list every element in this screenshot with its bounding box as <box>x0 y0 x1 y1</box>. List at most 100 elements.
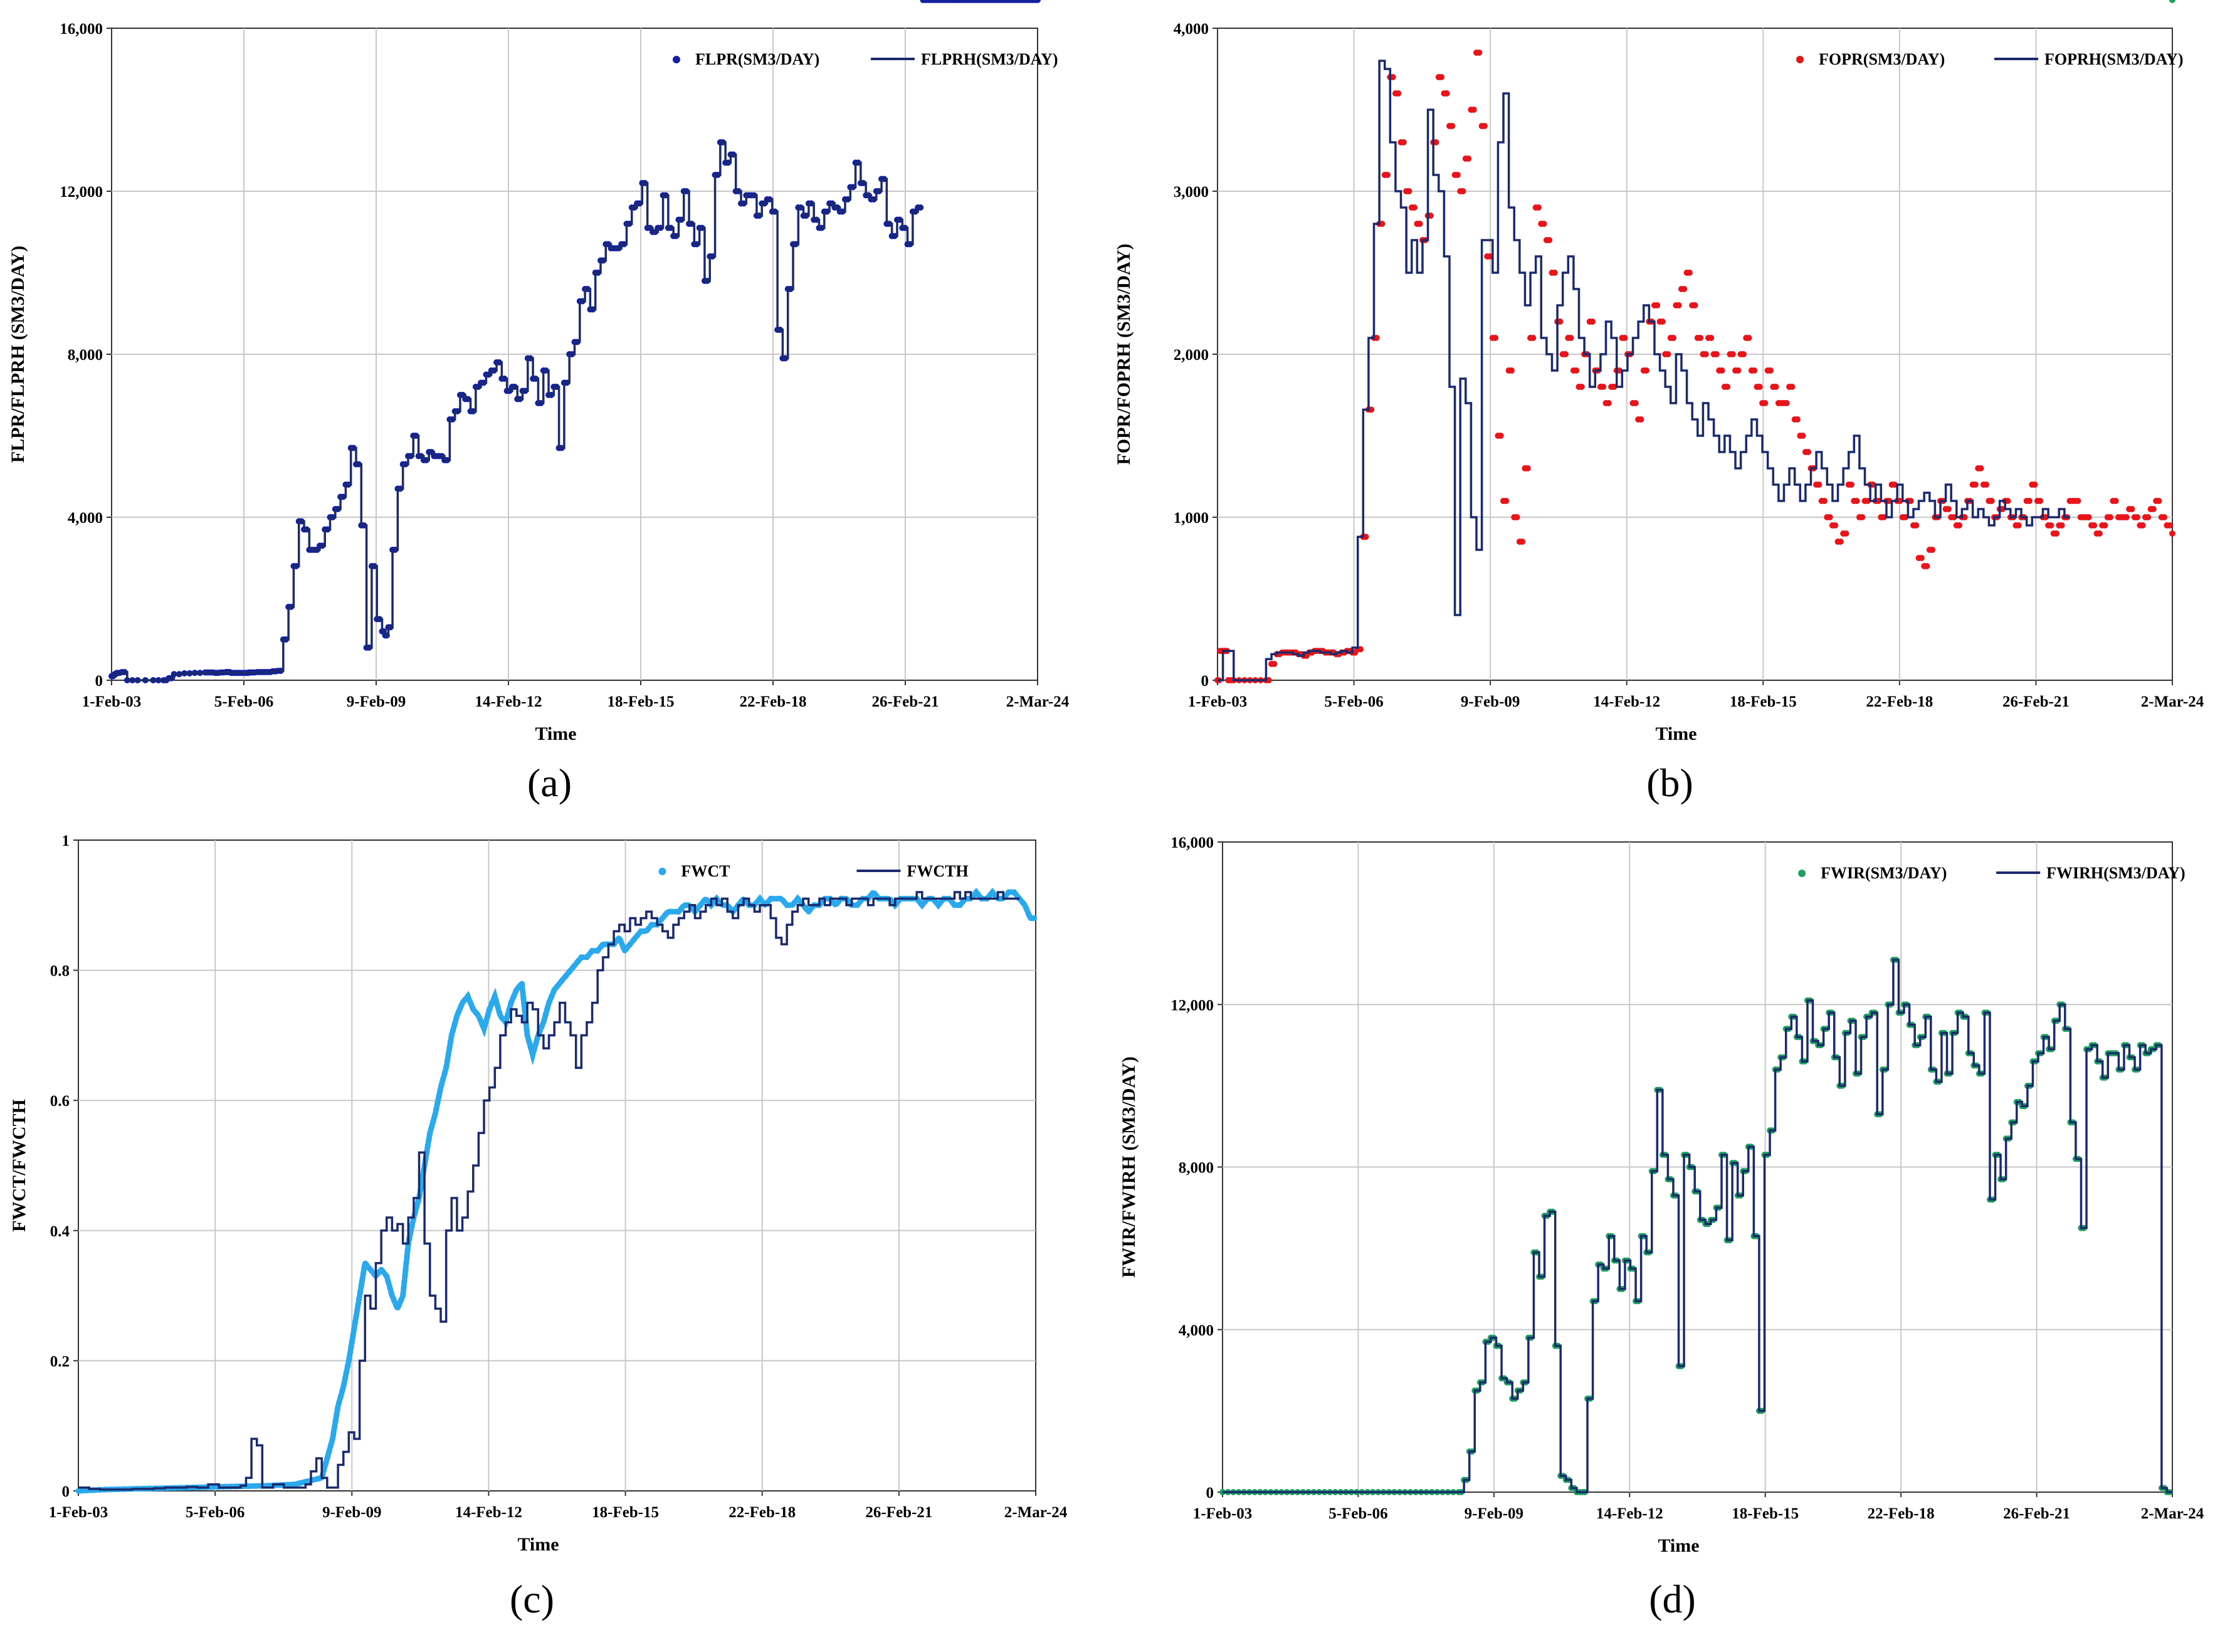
data-point <box>1600 384 1607 390</box>
data-point <box>1638 416 1644 423</box>
data-point <box>2155 498 2162 504</box>
data-point <box>1427 213 1434 219</box>
data-point <box>1389 74 1396 80</box>
data-point <box>1384 172 1391 178</box>
legend-marker <box>658 868 666 875</box>
data-point <box>1870 481 1876 488</box>
data-point <box>1896 498 1903 504</box>
data-point <box>2058 522 2065 529</box>
data-point <box>1708 335 1715 341</box>
data-point <box>1826 514 1833 520</box>
y-tick-label: 2,000 <box>1174 347 1209 364</box>
data-point <box>1902 514 1909 520</box>
data-point <box>1988 498 1995 504</box>
legend-label: FWIR(SM3/DAY) <box>1821 864 1947 882</box>
series-FOPRH(SM3/DAY) <box>1218 60 2070 681</box>
data-point <box>2107 514 2114 520</box>
data-point <box>1843 530 1849 537</box>
legend-label: FWIRH(SM3/DAY) <box>2046 864 2185 882</box>
y-axis-label: FLPR/FLPRH (SM3/DAY) <box>8 246 28 463</box>
x-tick-label: 22-Feb-18 <box>740 693 807 710</box>
legend-label: FOPRH(SM3/DAY) <box>2044 50 2183 68</box>
data-point <box>1864 498 1871 504</box>
legend-marker <box>672 56 680 63</box>
y-tick-label: 8,000 <box>68 347 103 364</box>
data-point <box>1379 221 1386 227</box>
data-point <box>1406 188 1412 194</box>
x-tick-label: 18-Feb-15 <box>1732 1505 1799 1522</box>
x-tick-label: 5-Feb-06 <box>186 1504 245 1521</box>
data-point <box>1918 555 1925 561</box>
data-point <box>1400 139 1407 145</box>
data-point <box>2166 522 2173 529</box>
x-tick-label: 1-Feb-03 <box>1188 693 1247 710</box>
data-point <box>1443 90 1450 97</box>
legend-marker <box>1798 870 1806 877</box>
data-point <box>1880 514 1887 520</box>
data-point <box>1449 123 1456 129</box>
legend: FOPR(SM3/DAY) FOPRH(SM3/DAY) <box>1796 50 2184 68</box>
data-point <box>1702 351 1709 357</box>
legend-label: FOPR(SM3/DAY) <box>1819 50 1945 68</box>
data-point <box>1481 123 1488 129</box>
data-point <box>1524 465 1531 471</box>
data-point <box>1368 406 1375 413</box>
x-tick-label: 26-Feb-21 <box>2002 693 2070 710</box>
data-point <box>1530 335 1537 341</box>
data-point <box>1492 335 1499 341</box>
data-point <box>2037 498 2044 504</box>
data-point <box>1923 563 1930 569</box>
data-point <box>1632 400 1639 406</box>
data-point <box>1497 433 1504 439</box>
data-point <box>1460 188 1466 194</box>
x-axis-label: Time <box>535 723 576 744</box>
data-point <box>1486 253 1493 260</box>
data-point <box>1670 335 1677 341</box>
data-point <box>1411 204 1418 211</box>
data-point <box>1718 367 1725 374</box>
x-tick-label: 2-Mar-24 <box>1004 1504 1068 1521</box>
data-point <box>2031 481 2038 488</box>
data-point <box>1438 74 1445 80</box>
data-point <box>1265 677 1272 683</box>
data-point <box>2128 506 2135 512</box>
y-tick-label: 16,000 <box>60 21 103 38</box>
data-point <box>1821 498 1828 504</box>
legend-label: FWCT <box>681 862 730 880</box>
legend-label: FLPR(SM3/DAY) <box>695 50 819 68</box>
x-tick-label: 18-Feb-15 <box>608 693 675 710</box>
panel-c: 1-Feb-03 5-Feb-06 9-Feb-09 14-Feb-12 18-Feb-… <box>9 833 1068 1621</box>
x-tick-label: 22-Feb-18 <box>1866 693 1933 710</box>
series-FWIRH(SM3/DAY) <box>1223 959 2172 1493</box>
data-point <box>1762 400 1769 406</box>
data-point <box>1891 481 1898 488</box>
data-point <box>1913 522 1920 529</box>
data-point <box>1783 400 1790 406</box>
data-point <box>1589 318 1596 325</box>
y-tick-label: 0.2 <box>50 1353 70 1370</box>
panel-b: 1-Feb-03 5-Feb-06 9-Feb-09 14-Feb-12 18-Feb-… <box>1113 21 2204 805</box>
data-point <box>1034 0 1041 3</box>
data-point <box>1535 204 1542 211</box>
data-point <box>1859 514 1866 520</box>
data-point <box>1621 335 1628 341</box>
x-tick-label: 14-Feb-12 <box>1596 1505 1663 1522</box>
y-tick-label: 0 <box>1206 1485 1214 1502</box>
data-point <box>1772 384 1779 390</box>
data-point <box>2169 530 2175 537</box>
x-tick-label: 18-Feb-15 <box>1730 693 1797 710</box>
x-tick-label: 9-Feb-09 <box>347 693 406 710</box>
data-point <box>2134 514 2141 520</box>
data-point <box>1611 384 1617 390</box>
y-tick-label: 0.8 <box>50 963 70 980</box>
data-point <box>2004 498 2011 504</box>
data-point <box>1929 547 1936 553</box>
x-tick-label: 9-Feb-09 <box>1461 693 1520 710</box>
x-tick-label: 26-Feb-21 <box>872 693 939 710</box>
data-point <box>2026 498 2033 504</box>
data-point <box>1362 534 1369 540</box>
x-axis-label: Time <box>517 1534 559 1555</box>
x-tick-label: 2-Mar-24 <box>1006 693 1070 710</box>
legend: FWCT FWCTH <box>658 862 969 880</box>
